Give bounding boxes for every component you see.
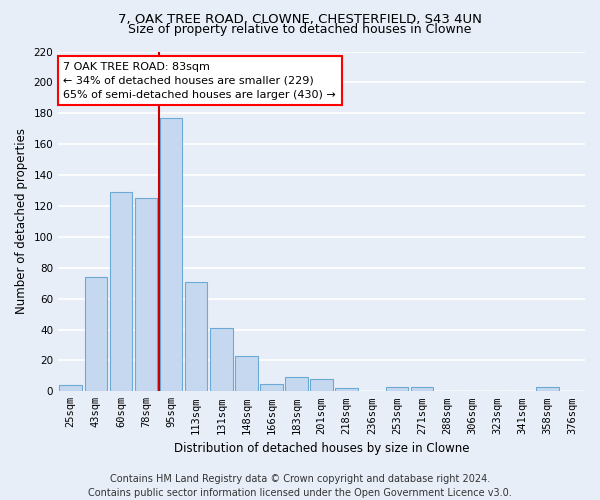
Text: Contains HM Land Registry data © Crown copyright and database right 2024.
Contai: Contains HM Land Registry data © Crown c… — [88, 474, 512, 498]
Bar — [335, 388, 358, 392]
Bar — [386, 386, 408, 392]
Bar — [160, 118, 182, 392]
Bar — [85, 277, 107, 392]
Y-axis label: Number of detached properties: Number of detached properties — [15, 128, 28, 314]
Bar — [285, 378, 308, 392]
Bar — [310, 379, 333, 392]
Bar — [185, 282, 208, 392]
Text: Size of property relative to detached houses in Clowne: Size of property relative to detached ho… — [128, 22, 472, 36]
Bar — [536, 386, 559, 392]
Bar — [59, 385, 82, 392]
Bar — [134, 198, 157, 392]
Text: 7 OAK TREE ROAD: 83sqm
← 34% of detached houses are smaller (229)
65% of semi-de: 7 OAK TREE ROAD: 83sqm ← 34% of detached… — [64, 62, 336, 100]
Bar — [210, 328, 233, 392]
Bar — [110, 192, 132, 392]
X-axis label: Distribution of detached houses by size in Clowne: Distribution of detached houses by size … — [174, 442, 469, 455]
Text: 7, OAK TREE ROAD, CLOWNE, CHESTERFIELD, S43 4UN: 7, OAK TREE ROAD, CLOWNE, CHESTERFIELD, … — [118, 12, 482, 26]
Bar — [260, 384, 283, 392]
Bar — [235, 356, 257, 392]
Bar — [410, 386, 433, 392]
